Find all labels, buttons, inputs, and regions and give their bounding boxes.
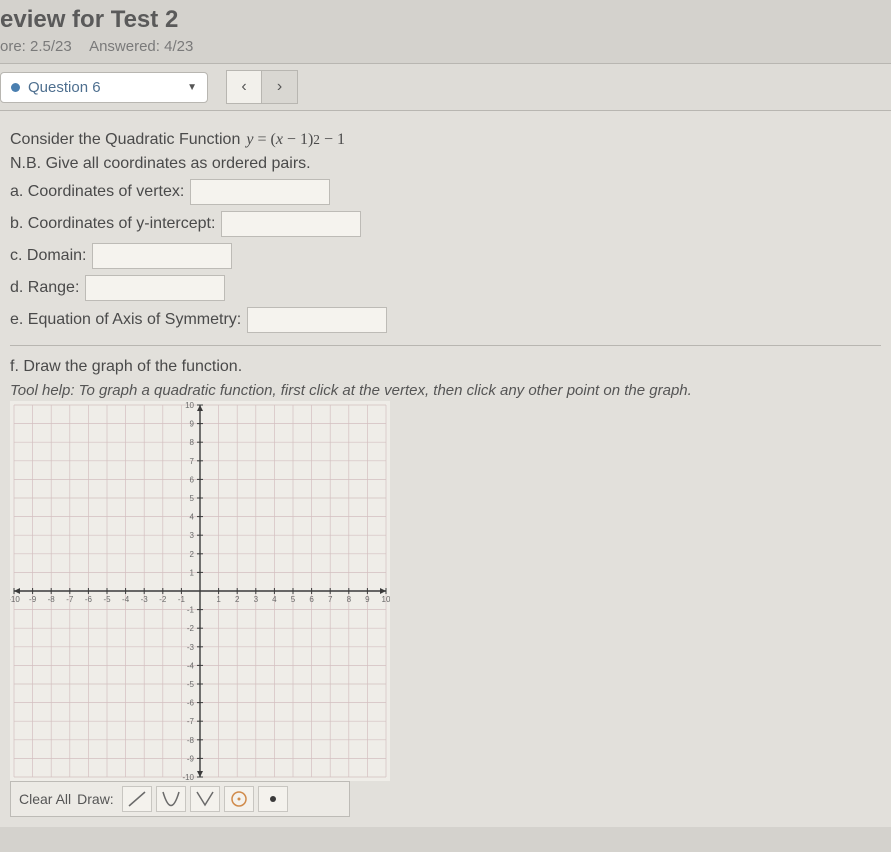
clear-all-button[interactable]: Clear All: [19, 791, 71, 807]
point-icon[interactable]: [258, 786, 288, 812]
svg-text:9: 9: [365, 595, 370, 604]
label-c: c. Domain:: [10, 247, 86, 265]
label-a: a. Coordinates of vertex:: [10, 183, 184, 201]
label-b: b. Coordinates of y-intercept:: [10, 215, 215, 233]
graph-canvas[interactable]: -10 -9 -8 -7 -6 -5 -4 -3 -2 -1 1 2 3 4 5 6 7 8 9 10 -10 -9 -8 -…: [10, 401, 390, 781]
svg-text:5: 5: [190, 494, 195, 503]
yintercept-input[interactable]: [221, 211, 361, 237]
svg-text:-2: -2: [159, 595, 167, 604]
answered-label: Answered: 4/23: [89, 38, 193, 55]
svg-text:-6: -6: [187, 699, 195, 708]
svg-text:7: 7: [190, 457, 195, 466]
line-segment-icon[interactable]: [122, 786, 152, 812]
svg-text:7: 7: [328, 595, 333, 604]
prev-question-button[interactable]: ‹: [226, 70, 262, 104]
svg-text:5: 5: [291, 595, 296, 604]
svg-text:-7: -7: [66, 595, 74, 604]
label-e: e. Equation of Axis of Symmetry:: [10, 311, 241, 329]
svg-text:-1: -1: [178, 595, 186, 604]
axis-symmetry-input[interactable]: [247, 307, 387, 333]
svg-text:-3: -3: [187, 643, 195, 652]
question-dropdown[interactable]: Question 6 ▼: [0, 72, 208, 103]
svg-text:-3: -3: [141, 595, 149, 604]
svg-text:2: 2: [190, 550, 195, 559]
svg-text:6: 6: [190, 475, 195, 484]
circle-center-icon[interactable]: [224, 786, 254, 812]
svg-text:-4: -4: [187, 661, 195, 670]
svg-text:1: 1: [190, 568, 195, 577]
draw-label: Draw:: [77, 791, 114, 807]
svg-text:-10: -10: [10, 595, 20, 604]
divider: [10, 345, 881, 346]
page-title: eview for Test 2: [0, 6, 891, 34]
tool-help-text: Tool help: To graph a quadratic function…: [10, 382, 881, 399]
score-label: ore: 2.5/23: [0, 38, 72, 55]
chevron-down-icon: ▼: [187, 82, 197, 93]
svg-text:1: 1: [216, 595, 221, 604]
vertex-input[interactable]: [190, 179, 330, 205]
svg-text:10: 10: [382, 595, 390, 604]
svg-text:10: 10: [185, 401, 194, 410]
svg-text:9: 9: [190, 420, 195, 429]
parabola-up-icon[interactable]: [156, 786, 186, 812]
svg-text:2: 2: [235, 595, 240, 604]
svg-text:-8: -8: [48, 595, 56, 604]
svg-text:-10: -10: [182, 773, 194, 781]
svg-text:6: 6: [309, 595, 314, 604]
svg-text:-9: -9: [29, 595, 37, 604]
label-f: f. Draw the graph of the function.: [10, 358, 881, 376]
status-dot-icon: [11, 83, 20, 92]
svg-text:-4: -4: [122, 595, 130, 604]
svg-text:-5: -5: [103, 595, 111, 604]
range-input[interactable]: [85, 275, 225, 301]
svg-text:-5: -5: [187, 680, 195, 689]
svg-text:-1: -1: [187, 606, 195, 615]
score-answered: ore: 2.5/23 Answered: 4/23: [0, 38, 891, 55]
question-label: Question 6: [28, 79, 187, 96]
next-question-button[interactable]: ›: [262, 70, 298, 104]
nb-note: N.B. Give all coordinates as ordered pai…: [10, 155, 881, 173]
svg-text:4: 4: [190, 513, 195, 522]
svg-text:3: 3: [254, 595, 259, 604]
svg-text:8: 8: [347, 595, 352, 604]
abs-v-icon[interactable]: [190, 786, 220, 812]
label-d: d. Range:: [10, 279, 79, 297]
svg-text:8: 8: [190, 438, 195, 447]
svg-text:-8: -8: [187, 736, 195, 745]
problem-statement: Consider the Quadratic Function y = ( x …: [10, 131, 881, 149]
svg-text:3: 3: [190, 531, 195, 540]
svg-text:-6: -6: [85, 595, 93, 604]
svg-text:4: 4: [272, 595, 277, 604]
svg-text:-2: -2: [187, 624, 195, 633]
svg-text:-9: -9: [187, 754, 195, 763]
svg-text:-7: -7: [187, 717, 195, 726]
domain-input[interactable]: [92, 243, 232, 269]
